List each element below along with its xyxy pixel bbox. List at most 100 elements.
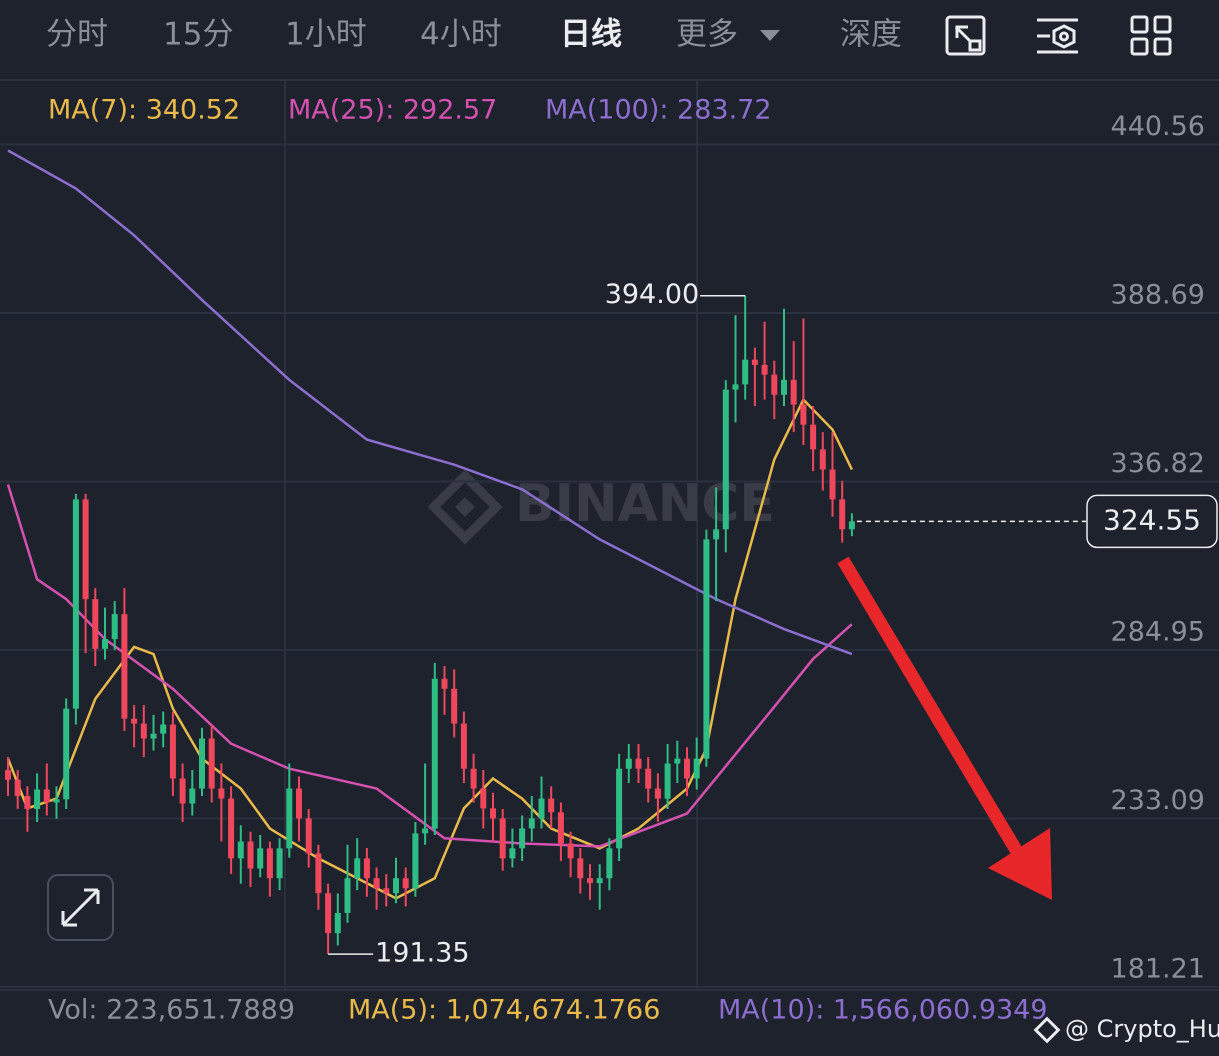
candle-body xyxy=(606,848,613,879)
candle-body xyxy=(751,359,758,365)
candle-body xyxy=(140,723,147,739)
candle-body xyxy=(208,738,215,789)
candle-body xyxy=(616,768,623,849)
candle-body xyxy=(179,778,186,804)
y-tick-label: 388.69 xyxy=(1111,279,1205,310)
candle-body xyxy=(732,384,739,390)
candle-body xyxy=(431,678,438,829)
y-tick-label: 284.95 xyxy=(1111,616,1205,647)
candle-body xyxy=(237,841,244,859)
candle-body xyxy=(257,848,264,869)
tab[interactable]: 深度 xyxy=(840,17,902,53)
candle-body xyxy=(111,614,118,640)
candle-body xyxy=(703,539,710,759)
volume-legend: MA(5): 1,074,674.1766 xyxy=(348,995,660,1026)
candle-body xyxy=(169,724,176,779)
ma-line xyxy=(7,149,853,656)
candle-body xyxy=(334,912,341,934)
candle-body xyxy=(412,833,419,889)
candle-body xyxy=(344,878,351,913)
candle-body xyxy=(567,843,574,859)
candle-body xyxy=(577,858,584,879)
candle-body xyxy=(228,798,235,859)
candle-body xyxy=(286,788,293,849)
candle-body xyxy=(363,858,370,879)
candle-body xyxy=(587,878,593,884)
candle-body xyxy=(160,724,167,734)
candle-body xyxy=(557,812,564,844)
low-label: 191.35 xyxy=(375,938,469,969)
candle-body xyxy=(848,521,855,530)
watermark: BINANCE xyxy=(427,469,775,545)
candle-body xyxy=(645,768,652,789)
candle-body xyxy=(131,718,138,724)
candle-body xyxy=(664,763,671,799)
candle-body xyxy=(325,893,332,934)
candle-body xyxy=(625,758,632,769)
candle-body xyxy=(490,808,496,819)
candle-body xyxy=(829,469,836,500)
candle-body xyxy=(92,599,99,649)
candle-body xyxy=(247,841,254,869)
icon-fullscreen[interactable] xyxy=(945,15,986,56)
tab-active[interactable]: 日线 xyxy=(560,17,622,53)
tab[interactable]: 15分 xyxy=(163,17,233,53)
candle-body xyxy=(218,788,225,799)
candle-body xyxy=(34,789,41,810)
candle-body xyxy=(199,738,205,789)
candle-body xyxy=(742,359,749,385)
y-tick-label: 181.21 xyxy=(1111,954,1205,985)
last-price-box xyxy=(1086,494,1218,549)
candle-body xyxy=(509,848,516,859)
candle-body xyxy=(189,788,196,804)
candle-body xyxy=(460,723,467,769)
candle-body xyxy=(393,878,399,894)
candle-body xyxy=(470,768,477,789)
candle-body xyxy=(635,758,642,769)
ma-line xyxy=(6,397,854,900)
tab[interactable]: 1小时 xyxy=(285,17,367,53)
ma-line xyxy=(6,484,853,848)
dropdown-caret[interactable] xyxy=(760,30,780,41)
candle-body xyxy=(373,878,380,889)
candle-body xyxy=(800,404,807,425)
legend-entry: MA(7): 340.52 xyxy=(48,95,240,126)
candle-body xyxy=(82,499,89,600)
candle-body xyxy=(674,758,681,764)
candle-body xyxy=(266,848,273,879)
candle-body xyxy=(422,828,429,834)
candle-body xyxy=(790,379,797,405)
candle-body xyxy=(596,878,603,884)
candle-body xyxy=(722,389,729,530)
expand-button[interactable] xyxy=(47,874,114,941)
candle-body xyxy=(654,788,661,799)
candle-body xyxy=(53,799,60,803)
volume-legend: Vol: 223,651.7889 xyxy=(48,995,295,1026)
candle-body xyxy=(354,858,361,879)
candle-body xyxy=(315,853,322,894)
tab[interactable]: 4小时 xyxy=(420,17,502,53)
tab[interactable]: 分时 xyxy=(46,17,108,53)
candle-body xyxy=(14,779,21,797)
candle-body xyxy=(480,788,487,809)
candle-body xyxy=(150,733,157,739)
candle-body xyxy=(63,708,70,800)
volume-legend: MA(10): 1,566,060.9349 xyxy=(718,995,1048,1026)
icon-settings[interactable] xyxy=(1037,18,1078,54)
tab-bar: 分时 15分 1小时 4小时 日线 更多 深度 xyxy=(46,15,1172,56)
y-tick-label: 440.56 xyxy=(1111,111,1205,142)
y-tick-label: 336.82 xyxy=(1111,448,1205,479)
tab[interactable]: 更多 xyxy=(676,17,738,53)
red-arrow xyxy=(837,556,1052,900)
candle-body xyxy=(383,888,390,894)
candle-body xyxy=(72,499,79,709)
icon-layout[interactable] xyxy=(1130,15,1172,56)
candle-body xyxy=(761,364,768,375)
watermark-text: BINANCE xyxy=(515,474,775,534)
credit: @ Crypto_Hu xyxy=(1033,1015,1219,1044)
candle-body xyxy=(528,818,535,829)
candle-body xyxy=(538,798,545,819)
candle-body xyxy=(781,379,787,395)
candle-body xyxy=(519,828,526,849)
